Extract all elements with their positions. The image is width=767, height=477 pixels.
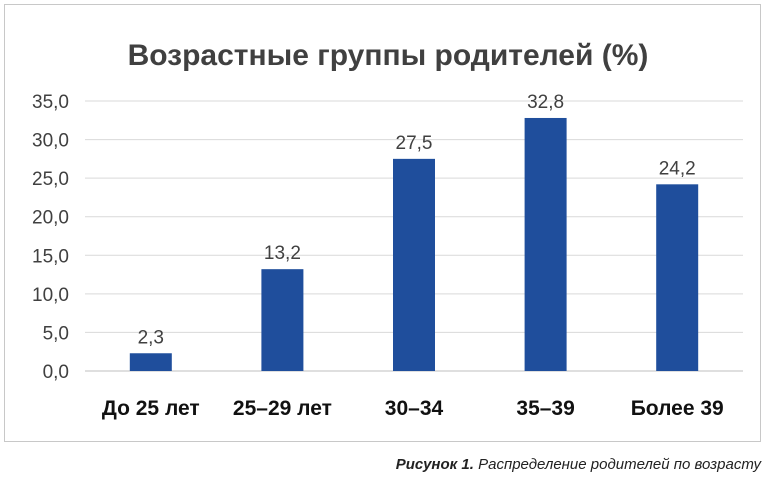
- y-tick-label: 30,0: [32, 131, 69, 152]
- y-tick-label: 25,0: [32, 169, 69, 190]
- bar: [524, 117, 567, 371]
- data-labels: 2,3 13,2 27,5 32,8 24,2: [138, 92, 696, 348]
- x-category-label: 35–39: [516, 397, 574, 420]
- data-label: 27,5: [396, 133, 433, 154]
- y-tick-label: 35,0: [32, 92, 69, 113]
- x-axis-category-labels: До 25 лет 25–29 лет 30–34 35–39 Более 39: [102, 397, 724, 420]
- caption-label: Рисунок 1.: [395, 456, 474, 473]
- bar-chart: Возрастные группы родителей (%) 0,0 5,0 10…: [32, 39, 743, 420]
- chart-area: Возрастные группы родителей (%) 0,0 5,0 10…: [4, 4, 761, 442]
- y-tick-label: 0,0: [43, 362, 69, 383]
- y-tick-label: 5,0: [43, 323, 69, 344]
- bar: [656, 184, 699, 371]
- x-category-label: До 25 лет: [102, 397, 200, 420]
- x-category-label: Более 39: [631, 397, 724, 420]
- data-label: 13,2: [264, 243, 301, 264]
- y-axis-tick-labels: 0,0 5,0 10,0 15,0 20,0 25,0 30,0 35,0: [32, 92, 69, 383]
- y-tick-label: 20,0: [32, 208, 69, 229]
- bars: [129, 117, 699, 371]
- data-label: 24,2: [659, 158, 696, 179]
- caption-text: Распределение родителей по возрасту: [478, 456, 761, 473]
- chart-title: Возрастные группы родителей (%): [128, 39, 649, 72]
- figure-caption: Рисунок 1. Распределение родителей по во…: [396, 456, 761, 473]
- data-label: 32,8: [527, 92, 564, 113]
- x-category-label: 30–34: [385, 397, 444, 420]
- y-tick-label: 10,0: [32, 285, 69, 306]
- bar: [129, 353, 172, 371]
- bar: [393, 158, 435, 371]
- y-tick-label: 15,0: [32, 246, 69, 267]
- x-category-label: 25–29 лет: [233, 397, 332, 420]
- data-label: 2,3: [138, 327, 164, 348]
- bar: [261, 269, 304, 371]
